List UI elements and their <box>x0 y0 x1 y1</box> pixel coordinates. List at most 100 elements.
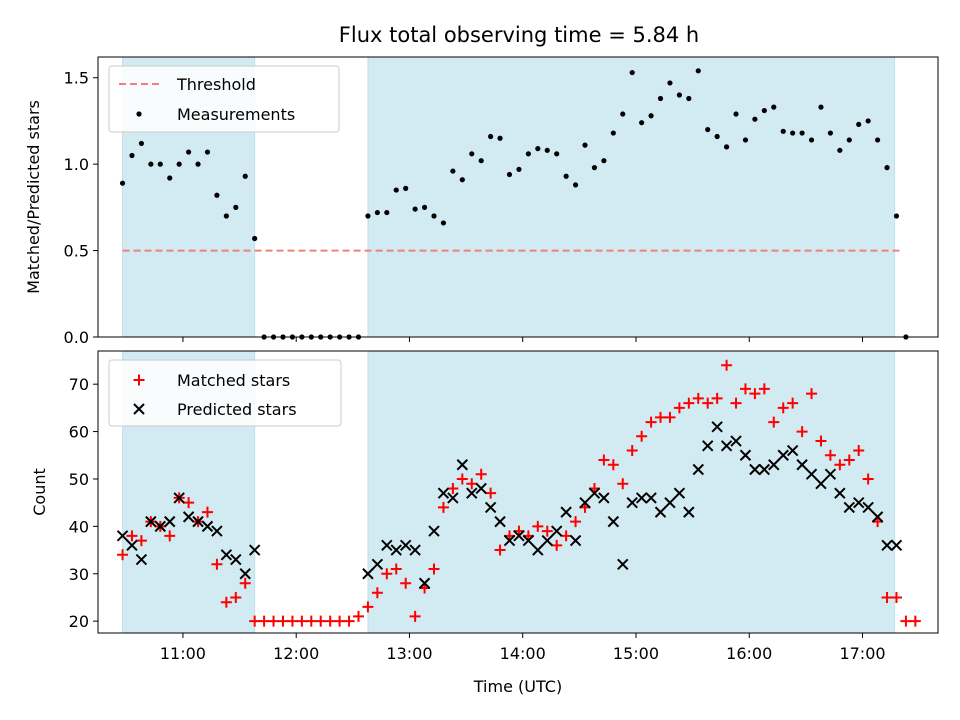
predicted-star-point <box>843 501 855 514</box>
matched-star-point <box>806 388 818 400</box>
matched-star-point <box>334 615 346 627</box>
predicted-star-point <box>834 487 846 499</box>
predicted-star-point <box>211 525 223 537</box>
matched-star-point <box>607 459 619 471</box>
matched-star-point <box>909 615 921 627</box>
legend-threshold-label: Threshold <box>176 75 256 94</box>
matched-star-point <box>286 615 298 627</box>
matched-star-point <box>230 591 242 603</box>
predicted-star-point <box>503 534 516 547</box>
predicted-star-point <box>890 539 903 552</box>
matched-star-point <box>570 516 582 528</box>
matched-star-point <box>551 539 563 551</box>
matched-star-point <box>400 577 412 589</box>
matched-star-point <box>834 459 846 471</box>
y-tick-label: 1.0 <box>64 155 89 174</box>
legend-predicted-label: Predicted stars <box>177 400 297 419</box>
predicted-star-point <box>758 463 771 476</box>
matched-star-point <box>201 506 213 518</box>
matched-star-point <box>598 454 610 466</box>
predicted-star-point <box>182 511 195 523</box>
predicted-star-point <box>192 515 204 528</box>
predicted-star-point <box>484 501 497 514</box>
matched-star-point <box>532 520 544 532</box>
measurement-point <box>610 130 616 136</box>
measurement-point <box>686 95 692 102</box>
matched-star-point <box>428 563 440 575</box>
matched-star-point <box>758 383 770 395</box>
measurement-point <box>252 235 258 242</box>
measurement-point <box>204 149 211 155</box>
predicted-star-point <box>437 487 450 499</box>
measurement-point <box>723 144 730 150</box>
matched-star-point <box>447 482 459 494</box>
measurement-point <box>582 142 588 148</box>
y-tick-label: 40 <box>69 517 89 536</box>
predicted-star-point <box>626 496 638 509</box>
matched-star-point <box>409 610 421 622</box>
measurement-point <box>242 173 248 179</box>
legend-measurement-label: Measurements <box>177 105 295 124</box>
matched-star-point <box>466 478 478 490</box>
predicted-star-point <box>739 449 752 461</box>
predicted-star-point <box>853 496 865 509</box>
measurement-point <box>384 209 390 216</box>
matched-star-point <box>796 426 808 438</box>
measurement-points <box>119 68 909 340</box>
measurement-point <box>223 213 229 219</box>
x-axis-label: Time (UTC) <box>473 677 562 696</box>
matched-star-point <box>541 525 553 537</box>
predicted-star-point <box>371 558 384 570</box>
predicted-star-point <box>362 568 374 580</box>
predicted-star-point <box>466 487 478 499</box>
matched-star-point <box>673 402 685 414</box>
matched-star-point <box>239 577 251 589</box>
matched-star-point <box>437 501 449 513</box>
measurement-point <box>865 118 871 124</box>
predicted-star-point <box>871 511 884 523</box>
measurement-point <box>827 130 834 136</box>
predicted-star-point <box>494 515 506 528</box>
measurement-point <box>591 165 598 171</box>
predicted-star-point <box>617 558 629 570</box>
predicted-star-point <box>881 539 893 552</box>
measurement-point <box>544 147 550 153</box>
measurement-point <box>893 213 900 219</box>
matched-star-point <box>664 411 676 423</box>
predicted-star-point <box>248 544 261 556</box>
predicted-star-point <box>381 539 393 552</box>
measurement-point <box>374 209 380 216</box>
measurement-point <box>846 137 852 143</box>
measurement-point <box>563 173 569 179</box>
matched-star-point <box>126 530 138 542</box>
predicted-star-point <box>201 520 214 533</box>
measurement-point <box>365 213 371 219</box>
measurement-point <box>186 149 192 155</box>
predicted-star-point <box>239 568 251 580</box>
x-tick-label: 14:00 <box>500 644 546 663</box>
matched-star-point <box>324 615 336 627</box>
matched-star-point <box>362 601 374 613</box>
predicted-star-point <box>541 534 553 547</box>
measurement-point <box>459 177 465 183</box>
legend-box <box>108 65 340 133</box>
matched-star-point <box>183 497 195 509</box>
matched-star-point <box>721 359 733 371</box>
matched-star-point <box>258 615 270 627</box>
matched-star-point <box>371 587 383 599</box>
matched-star-point <box>702 397 714 409</box>
predicted-star-point <box>428 525 440 537</box>
predicted-star-point <box>768 459 780 471</box>
measurement-point <box>516 166 522 172</box>
predicted-star-point <box>390 544 402 556</box>
measurement-point <box>176 161 182 167</box>
matched-star-point <box>843 454 855 466</box>
measurement-point <box>761 107 767 114</box>
predicted-star-point <box>815 477 827 490</box>
measurement-point <box>799 130 805 136</box>
matched-star-point <box>249 615 261 627</box>
matched-star-point <box>692 392 704 404</box>
matched-star-point <box>164 530 176 542</box>
measurement-point <box>714 133 720 140</box>
measurement-point <box>884 165 890 171</box>
